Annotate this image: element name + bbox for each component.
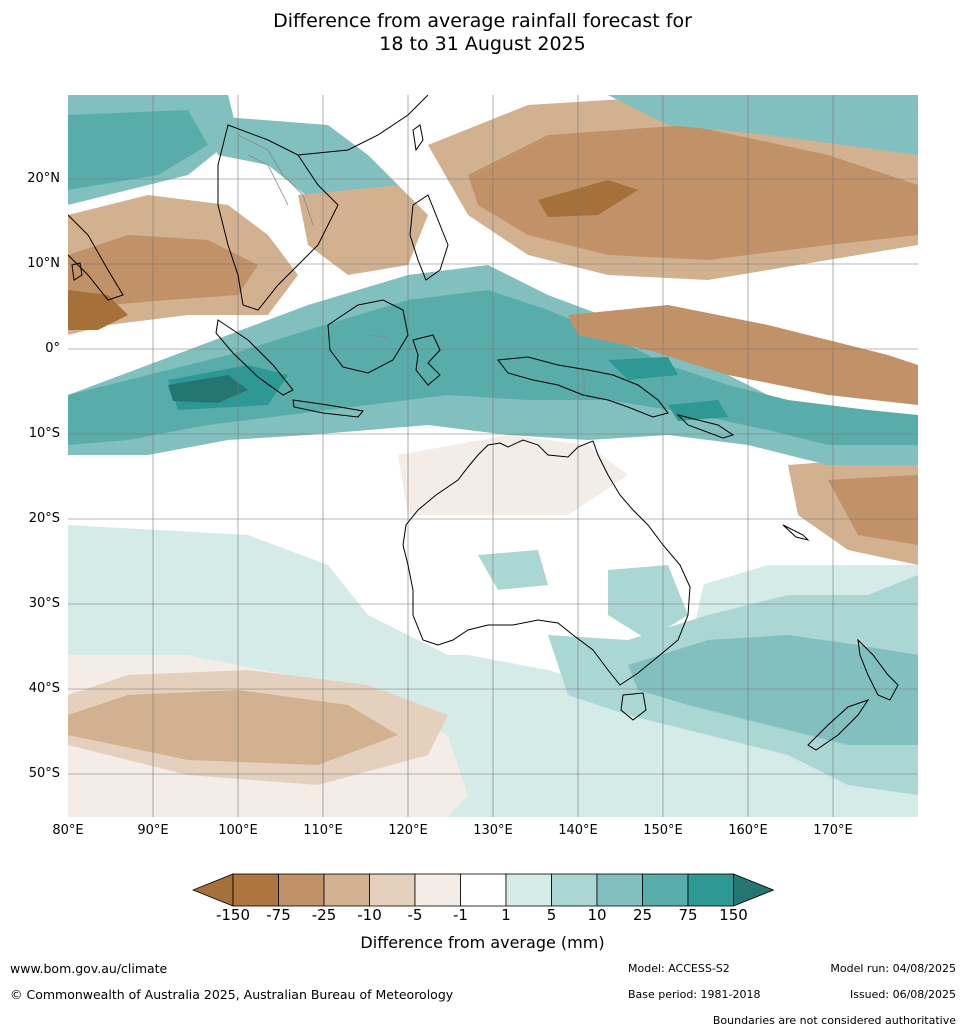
- shade-darkest-teal-indian-ocean: [168, 375, 248, 403]
- coastline-sulawesi: [412, 334, 441, 386]
- lon-label-160e: 160°E: [728, 823, 768, 838]
- coastline-philippines: [409, 194, 449, 281]
- coastline-taiwan: [412, 124, 424, 152]
- coastline-java: [292, 399, 364, 418]
- lat-label-30s: 30°S: [28, 596, 60, 611]
- coastline-borneo: [327, 299, 409, 374]
- rainfall-map-svg: [68, 95, 918, 817]
- legend-tick-label: -10: [357, 906, 382, 924]
- legend-tick-label: -1: [453, 906, 468, 924]
- boundary-mainland-asia: [237, 134, 314, 226]
- coastline-india: [68, 214, 124, 301]
- legend-colorbar: [192, 873, 774, 907]
- shade-mid-brown-north-pacific: [468, 125, 918, 260]
- coastline-new-guinea: [497, 356, 669, 418]
- footer-website: www.bom.gov.au/climate: [10, 961, 168, 976]
- footer-issued: Issued: 06/08/2025: [849, 988, 956, 1001]
- legend-tick-label: 75: [678, 906, 698, 924]
- shade-mid-teal-southeast: [628, 635, 918, 745]
- lat-label-40s: 40°S: [28, 681, 60, 696]
- legend-tick-label: -25: [311, 906, 337, 924]
- shade-teal-east-australia: [608, 565, 688, 640]
- lat-label-50s: 50°S: [28, 766, 60, 781]
- shade-teal-central-australia: [478, 550, 548, 590]
- shade-mid-brown-southwest: [68, 690, 398, 765]
- boundary-png-indonesia: [582, 369, 587, 401]
- lon-label-140e: 140°E: [558, 823, 598, 838]
- lat-label-0: 0°: [45, 341, 60, 356]
- lat-label-20s: 20°S: [28, 511, 60, 526]
- legend-swatch-1: [232, 873, 279, 907]
- footer-model-run: Model run: 04/08/2025: [830, 962, 956, 975]
- legend-swatch-3: [323, 873, 370, 907]
- coastline-tasmania: [620, 692, 647, 721]
- lon-label-100e: 100°E: [218, 823, 258, 838]
- legend-swatch-11: [687, 873, 734, 907]
- legend-arrow-low: [192, 873, 234, 907]
- legend-arrow-high: [733, 873, 774, 907]
- lon-label-120e: 120°E: [388, 823, 428, 838]
- shade-brown-south-china-sea: [298, 185, 428, 275]
- legend-tick-label: 1: [501, 906, 511, 924]
- map-grid: [68, 95, 918, 817]
- legend-swatches: [192, 873, 774, 907]
- shade-darker-brown-east-pacific: [828, 475, 918, 545]
- coastline-australia: [402, 439, 691, 686]
- coastline-southeast-asia: [217, 124, 339, 311]
- legend-tick-label: 10: [587, 906, 607, 924]
- lat-label-10s: 10°S: [28, 426, 60, 441]
- shade-mid-brown-north-indian-ocean: [68, 235, 258, 310]
- boundary-borneo: [367, 334, 389, 338]
- coastlines: [68, 95, 899, 751]
- shade-dark-brown-arabian-sea: [68, 290, 128, 330]
- legend-tick-label: 150: [719, 906, 748, 924]
- legend-tick-label: 5: [546, 906, 557, 924]
- footer-copyright: © Commonwealth of Australia 2025, Austra…: [10, 987, 454, 1002]
- lon-label-150e: 150°E: [643, 823, 683, 838]
- rainfall-map: [68, 95, 918, 817]
- coastline-nz-south: [807, 699, 870, 751]
- lon-label-110e: 110°E: [303, 823, 343, 838]
- title-line-2: 18 to 31 August 2025: [379, 33, 586, 55]
- map-title: Difference from average rainfall forecas…: [0, 10, 965, 56]
- shade-dark-brown-north-pacific: [538, 180, 638, 217]
- lat-label-10n: 10°N: [27, 256, 60, 271]
- footer-base-period: Base period: 1981-2018: [628, 988, 761, 1001]
- boundary-indochina: [247, 154, 289, 206]
- legend-swatch-9: [596, 873, 643, 907]
- lat-label-20n: 20°N: [27, 171, 60, 186]
- legend-swatch-8: [551, 873, 598, 907]
- shade-mid-teal-bay-of-bengal: [68, 110, 208, 190]
- legend-swatch-6: [460, 873, 507, 907]
- lon-label-130e: 130°E: [473, 823, 513, 838]
- coastline-sumatra: [215, 319, 294, 396]
- legend-tick-label: -150: [215, 906, 251, 924]
- legend-swatch-7: [505, 873, 552, 907]
- legend-swatch-4: [369, 873, 416, 907]
- legend-swatch-10: [642, 873, 689, 907]
- legend-tick-label: -75: [266, 906, 291, 924]
- shade-teal-far-north-pacific: [608, 95, 918, 155]
- shade-dark-teal-png: [608, 357, 678, 380]
- lon-label-90e: 90°E: [137, 823, 169, 838]
- coastline-nz-north: [857, 638, 899, 701]
- coastline-china: [297, 95, 429, 156]
- title-line-1: Difference from average rainfall forecas…: [273, 10, 692, 32]
- coastline-new-caledonia: [782, 524, 810, 541]
- lon-label-80e: 80°E: [52, 823, 84, 838]
- country-boundaries: [237, 134, 587, 401]
- coastline-sri-lanka: [71, 262, 83, 281]
- footer-boundaries-note: Boundaries are not considered authoritat…: [712, 1014, 956, 1027]
- legend-title: Difference from average (mm): [360, 933, 605, 952]
- shade-brown-south-pacific-band: [568, 305, 918, 405]
- footer-model: Model: ACCESS-S2: [628, 962, 730, 975]
- lon-label-170e: 170°E: [813, 823, 853, 838]
- legend-tick-label: 25: [632, 906, 653, 924]
- legend-swatch-2: [278, 873, 325, 907]
- legend-tick-label: -5: [407, 906, 423, 924]
- coastline-solomon-islands: [676, 414, 735, 439]
- legend-swatch-5: [414, 873, 461, 907]
